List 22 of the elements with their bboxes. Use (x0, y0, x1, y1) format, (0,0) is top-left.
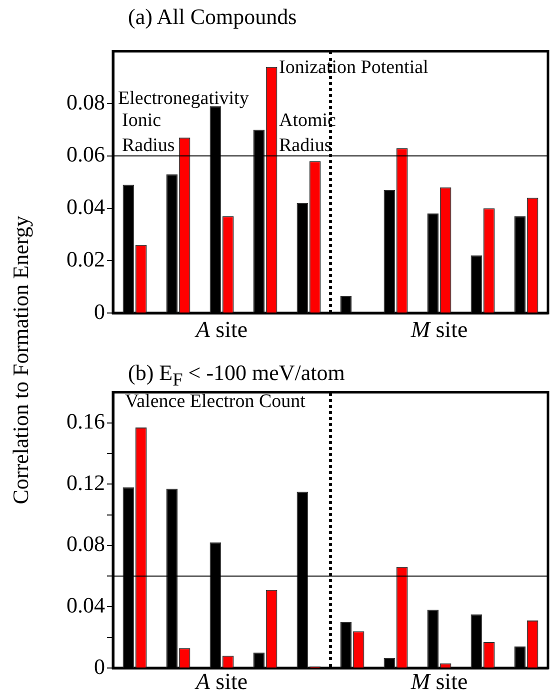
y-tick-label: 0.08 (66, 89, 105, 114)
y-tick-label: 0 (94, 298, 105, 324)
y-tick-label: 0.06 (66, 142, 105, 167)
y-tick-label: 0.04 (66, 194, 105, 220)
annotation: Atomic Radius (279, 109, 337, 158)
annotation: Electronegativity (118, 87, 250, 111)
y-axis-title: Correlation to Formation Energy (8, 216, 34, 504)
text: M site (410, 669, 469, 694)
annotation: Valence Electron Count (125, 390, 306, 414)
y-tick-label: 0.16 (66, 408, 105, 434)
y-tick-label: 0.04 (66, 592, 105, 618)
y-tick-label: 0.08 (66, 531, 105, 556)
text: M site (410, 317, 469, 342)
chart-title: (a) All Compounds (128, 4, 297, 30)
y-tick-label: 0 (94, 654, 105, 679)
text: A site (194, 669, 249, 694)
text: A site (194, 317, 249, 342)
annotation: Ionic Radius (122, 109, 176, 158)
chart-title: (b) E$_{F}$ < -100 meV/atom (128, 360, 345, 390)
y-tick-label: 0.12 (66, 470, 105, 495)
annotation: Ionization Potential (279, 56, 430, 80)
y-tick-label: 0.02 (66, 246, 105, 272)
